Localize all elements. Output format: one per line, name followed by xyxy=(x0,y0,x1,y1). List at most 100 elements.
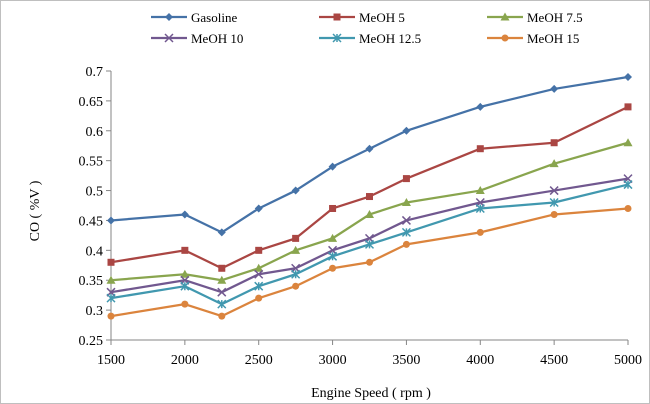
data-point xyxy=(255,294,263,302)
legend-item: MeOH 10 xyxy=(151,31,243,46)
data-point xyxy=(476,145,484,153)
data-point xyxy=(107,312,115,320)
data-point xyxy=(218,312,226,320)
x-axis-title: Engine Speed ( rpm ) xyxy=(311,386,431,401)
data-point xyxy=(366,193,373,201)
legend-marker xyxy=(332,33,342,43)
x-tick-label: 2000 xyxy=(171,353,199,368)
data-point xyxy=(624,204,632,212)
legend: Gasoline MeOH 5 MeOH 7.5 MeOH 10 MeOH 12.5 Me… xyxy=(151,10,583,46)
data-point xyxy=(106,293,116,303)
data-point xyxy=(476,102,485,111)
data-point xyxy=(623,180,633,190)
data-point xyxy=(623,138,633,147)
data-point xyxy=(624,103,632,111)
data-point xyxy=(402,240,410,248)
series-3 xyxy=(106,174,633,297)
data-point xyxy=(329,204,337,212)
data-point xyxy=(329,264,337,272)
legend-item: MeOH 7.5 xyxy=(487,10,583,25)
legend-marker xyxy=(165,13,173,21)
data-point xyxy=(365,209,374,218)
data-point xyxy=(217,287,227,297)
y-tick-label: 0.5 xyxy=(86,185,104,200)
x-tick-label: 4500 xyxy=(540,353,568,368)
data-point xyxy=(402,175,410,183)
data-point xyxy=(180,210,189,219)
x-tick-label: 3000 xyxy=(319,353,347,368)
series-1 xyxy=(107,103,632,272)
y-tick-label: 0.7 xyxy=(86,65,104,80)
legend-marker xyxy=(500,12,510,21)
data-point xyxy=(217,275,227,284)
y-tick-label: 0.3 xyxy=(86,304,104,319)
legend-label: MeOH 12.5 xyxy=(359,31,421,46)
legend-label: MeOH 15 xyxy=(527,31,579,46)
data-point xyxy=(218,264,226,272)
legend-item: MeOH 12.5 xyxy=(319,31,421,46)
data-point xyxy=(217,228,226,237)
data-point xyxy=(254,204,263,213)
legend-item: MeOH 15 xyxy=(487,31,579,46)
data-point xyxy=(107,258,115,266)
legend-marker xyxy=(333,13,341,21)
data-point xyxy=(291,269,301,279)
data-point xyxy=(365,144,374,153)
y-axis-title: CO ( %V ) xyxy=(28,180,43,241)
data-point xyxy=(476,228,484,236)
legend-item: Gasoline xyxy=(151,10,237,25)
y-tick-label: 0.35 xyxy=(79,274,104,289)
data-point xyxy=(291,186,300,195)
x-tick-label: 4000 xyxy=(466,353,494,368)
data-point xyxy=(475,186,485,195)
data-point xyxy=(106,275,116,284)
data-point xyxy=(328,251,338,261)
data-point xyxy=(217,299,227,309)
y-tick-label: 0.65 xyxy=(79,95,104,110)
data-point xyxy=(550,139,558,147)
data-point xyxy=(254,281,264,291)
data-point xyxy=(292,234,300,242)
series-2 xyxy=(106,138,633,284)
data-point xyxy=(255,246,263,254)
y-tick-label: 0.4 xyxy=(86,244,104,259)
data-point xyxy=(624,72,632,81)
data-point xyxy=(107,216,115,225)
data-point xyxy=(181,246,189,254)
series-4 xyxy=(106,180,633,309)
y-tick-label: 0.25 xyxy=(79,334,104,349)
data-point xyxy=(181,300,189,308)
data-point xyxy=(254,263,264,272)
legend-label: MeOH 7.5 xyxy=(527,10,583,25)
data-point xyxy=(328,233,338,242)
legend-marker xyxy=(164,33,174,43)
data-point xyxy=(291,245,301,254)
series-lines xyxy=(106,72,633,320)
data-point xyxy=(401,198,411,207)
data-point xyxy=(401,215,411,225)
axes: 0.25 0.3 0.35 0.4 0.45 0.5 0.55 0.6 0.65 0.7 1500 2… xyxy=(79,65,643,368)
data-point xyxy=(550,84,559,93)
data-point xyxy=(475,203,485,214)
data-point xyxy=(549,197,559,208)
x-tick-label: 1500 xyxy=(97,353,125,368)
y-tick-label: 0.45 xyxy=(79,214,104,229)
data-point xyxy=(550,210,558,218)
x-tick-label: 5000 xyxy=(614,353,642,368)
data-point xyxy=(549,186,559,196)
data-point xyxy=(292,282,300,290)
data-point xyxy=(254,269,264,279)
y-tick-label: 0.6 xyxy=(86,125,104,140)
data-point xyxy=(549,159,559,168)
data-point xyxy=(402,126,411,135)
x-tick-label: 3500 xyxy=(392,353,420,368)
x-tick-label: 2500 xyxy=(245,353,273,368)
legend-label: Gasoline xyxy=(191,10,237,25)
data-point xyxy=(366,258,373,266)
data-point xyxy=(180,269,190,278)
series-5 xyxy=(107,204,632,320)
y-tick-label: 0.55 xyxy=(79,155,104,170)
series-line xyxy=(110,75,629,234)
